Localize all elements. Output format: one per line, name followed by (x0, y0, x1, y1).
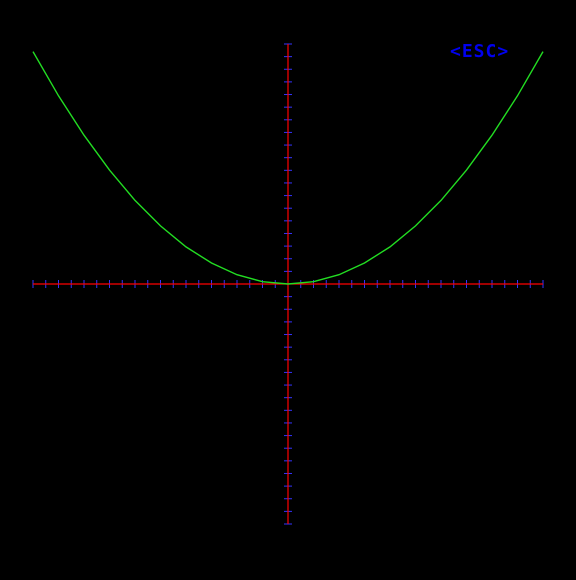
esc-button[interactable]: <ESC> (450, 42, 509, 62)
